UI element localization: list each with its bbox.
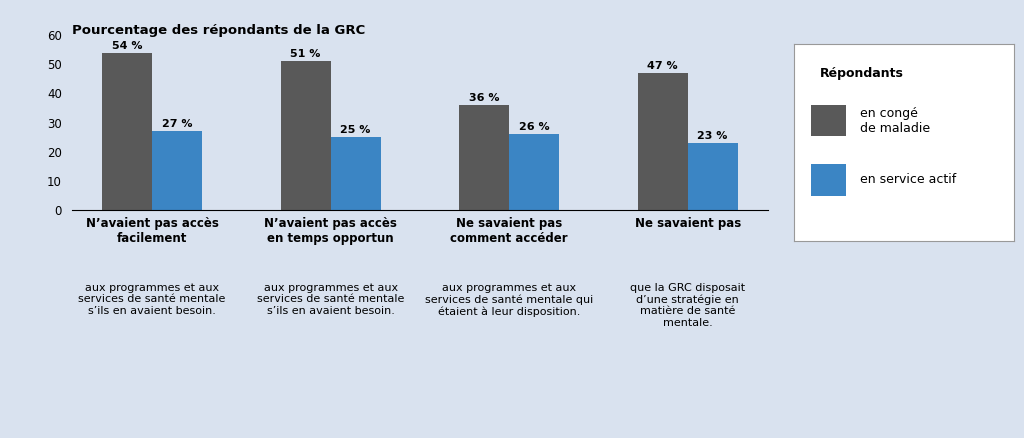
Text: en congé
de maladie: en congé de maladie xyxy=(860,107,930,134)
Text: Répondants: Répondants xyxy=(820,67,904,81)
Text: 54 %: 54 % xyxy=(112,41,142,50)
Text: 51 %: 51 % xyxy=(291,49,321,59)
Bar xyxy=(688,143,737,210)
Text: aux programmes et aux
services de santé mentale
s’ils en avaient besoin.: aux programmes et aux services de santé … xyxy=(79,283,225,316)
Text: 27 %: 27 % xyxy=(162,120,193,129)
Text: aux programmes et aux
services de santé mentale qui
étaient à leur disposition.: aux programmes et aux services de santé … xyxy=(425,283,593,317)
Text: 25 %: 25 % xyxy=(340,125,371,135)
Text: Pourcentage des répondants de la GRC: Pourcentage des répondants de la GRC xyxy=(72,24,365,37)
FancyBboxPatch shape xyxy=(811,105,847,137)
Text: aux programmes et aux
services de santé mentale
s’ils en avaient besoin.: aux programmes et aux services de santé … xyxy=(257,283,404,316)
Bar xyxy=(509,134,559,210)
Text: Ne savaient pas
comment accéder: Ne savaient pas comment accéder xyxy=(451,217,568,245)
Text: N’avaient pas accès
en temps opportun: N’avaient pas accès en temps opportun xyxy=(264,217,397,245)
Text: Ne savaient pas: Ne savaient pas xyxy=(635,217,740,230)
Bar xyxy=(331,137,381,210)
Text: 23 %: 23 % xyxy=(697,131,728,141)
Text: 47 %: 47 % xyxy=(647,61,678,71)
FancyBboxPatch shape xyxy=(811,164,847,195)
Bar xyxy=(281,61,331,210)
Bar xyxy=(152,131,202,210)
Text: que la GRC disposait
d’une stratégie en
matière de santé
mentale.: que la GRC disposait d’une stratégie en … xyxy=(630,283,745,328)
Text: 26 %: 26 % xyxy=(519,122,550,132)
Text: en service actif: en service actif xyxy=(860,173,955,186)
Bar xyxy=(638,73,688,210)
Text: 36 %: 36 % xyxy=(469,93,500,103)
Bar xyxy=(459,105,509,210)
Text: N’avaient pas accès
facilement: N’avaient pas accès facilement xyxy=(86,217,218,245)
Bar xyxy=(102,53,152,210)
